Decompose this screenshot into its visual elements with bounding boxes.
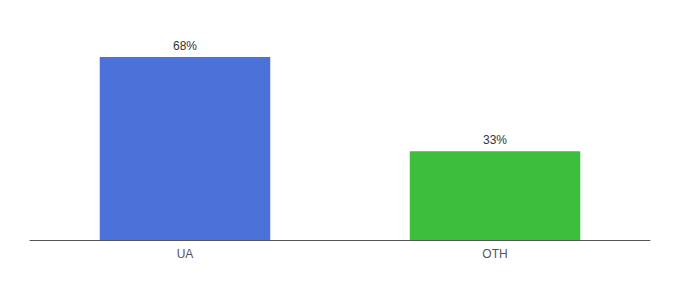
svg-text:33%: 33% — [483, 133, 507, 147]
svg-text:UA: UA — [177, 247, 194, 261]
svg-text:OTH: OTH — [482, 247, 507, 261]
svg-text:68%: 68% — [173, 39, 197, 53]
